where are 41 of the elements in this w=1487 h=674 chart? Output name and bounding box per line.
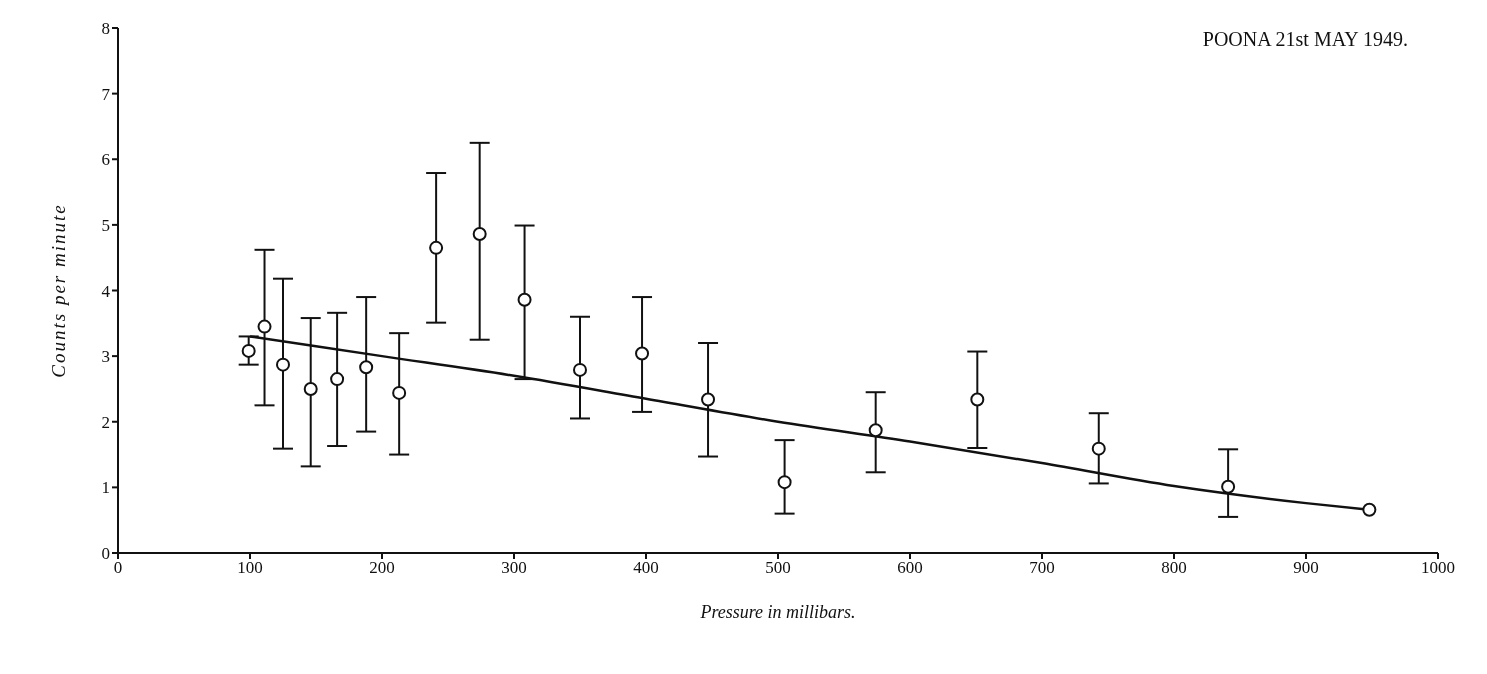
- x-tick-label: 400: [633, 558, 659, 578]
- point: [257, 319, 272, 334]
- x-tick-label: 600: [897, 558, 923, 578]
- x-tick-label: 300: [501, 558, 527, 578]
- point: [970, 392, 985, 407]
- x-tick-label: 200: [369, 558, 395, 578]
- y-tick-label: 0: [101, 544, 110, 564]
- annotation: POONA 21st MAY 1949.: [1202, 28, 1408, 51]
- point: [1221, 479, 1236, 494]
- point: [359, 360, 374, 375]
- y-axis-title: Counts per minute: [47, 203, 69, 378]
- point: [573, 362, 587, 377]
- point: [701, 392, 716, 407]
- point: [472, 227, 487, 242]
- point: [392, 385, 407, 400]
- point: [429, 240, 444, 255]
- point: [517, 292, 532, 307]
- point: [777, 475, 792, 490]
- point: [1362, 502, 1377, 517]
- point: [303, 381, 318, 396]
- point: [330, 372, 345, 387]
- x-tick-label: 500: [765, 558, 791, 578]
- y-tick-label: 7: [101, 84, 111, 104]
- x-tick-label: 1000: [1421, 558, 1455, 578]
- y-tick-label: 2: [101, 412, 110, 432]
- y-tick-label: 6: [101, 150, 110, 170]
- x-axis-title: Pressure in millibars.: [699, 602, 856, 622]
- x-tick-label: 100: [237, 558, 263, 578]
- point: [868, 423, 883, 438]
- point: [241, 343, 256, 358]
- x-tick-label: 700: [1029, 558, 1055, 578]
- y-tick-label: 4: [101, 281, 111, 301]
- y-tick-label: 1: [101, 478, 110, 498]
- point: [1091, 441, 1106, 456]
- x-tick-label: 900: [1293, 558, 1319, 578]
- point: [276, 357, 290, 372]
- y-tick-label: 8: [101, 19, 110, 39]
- point: [635, 346, 650, 361]
- x-tick-label: 800: [1161, 558, 1187, 578]
- y-tick-label: 5: [101, 215, 110, 235]
- y-tick-label: 3: [101, 347, 110, 367]
